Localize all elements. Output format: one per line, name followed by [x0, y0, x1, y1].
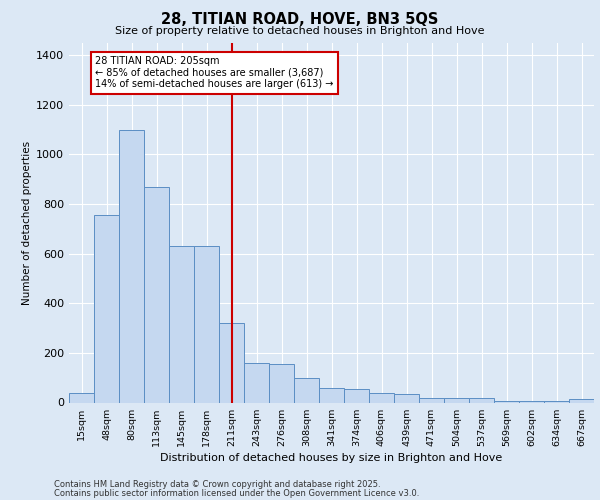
Bar	[319, 388, 344, 402]
Text: 28 TITIAN ROAD: 205sqm
← 85% of detached houses are smaller (3,687)
14% of semi-: 28 TITIAN ROAD: 205sqm ← 85% of detached…	[95, 56, 334, 90]
Bar	[544, 400, 569, 402]
Bar	[94, 214, 119, 402]
Bar	[144, 187, 169, 402]
Y-axis label: Number of detached properties: Number of detached properties	[22, 140, 32, 304]
Bar	[494, 400, 519, 402]
Bar	[444, 398, 469, 402]
Bar	[69, 392, 94, 402]
Bar	[169, 246, 194, 402]
Text: Contains HM Land Registry data © Crown copyright and database right 2025.: Contains HM Land Registry data © Crown c…	[54, 480, 380, 489]
Bar	[244, 363, 269, 403]
Bar	[419, 398, 444, 402]
Bar	[344, 389, 369, 402]
X-axis label: Distribution of detached houses by size in Brighton and Hove: Distribution of detached houses by size …	[160, 452, 503, 462]
Bar	[119, 130, 144, 402]
Bar	[569, 399, 594, 402]
Bar	[394, 394, 419, 402]
Bar	[469, 398, 494, 402]
Bar	[369, 393, 394, 402]
Bar	[519, 400, 544, 402]
Bar	[194, 246, 219, 402]
Text: 28, TITIAN ROAD, HOVE, BN3 5QS: 28, TITIAN ROAD, HOVE, BN3 5QS	[161, 12, 439, 26]
Bar	[294, 378, 319, 402]
Bar	[269, 364, 294, 403]
Text: Contains public sector information licensed under the Open Government Licence v3: Contains public sector information licen…	[54, 488, 419, 498]
Bar	[219, 322, 244, 402]
Text: Size of property relative to detached houses in Brighton and Hove: Size of property relative to detached ho…	[115, 26, 485, 36]
